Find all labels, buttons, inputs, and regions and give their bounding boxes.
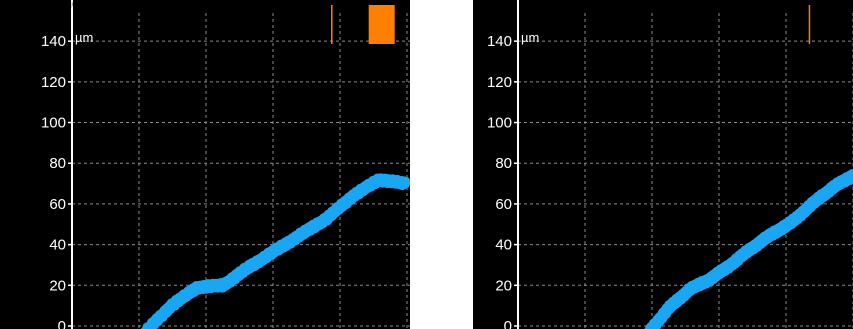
left-chart: 0 20 40 60 80 100 120 140 µm bbox=[41, 0, 410, 329]
y-tick-label: 60 bbox=[49, 196, 66, 213]
y-tick-label: 40 bbox=[495, 237, 512, 254]
y-tick-label: 120 bbox=[41, 74, 66, 91]
caption-text: speckle length bbox=[2, 0, 92, 11]
y-tick-label: 40 bbox=[49, 237, 66, 254]
y-tick-label: 0 bbox=[58, 318, 66, 329]
y-tick-label: 20 bbox=[49, 277, 66, 294]
y-tick-label: 140 bbox=[41, 33, 66, 50]
left-chart-panel: 0 20 40 60 80 100 120 140 µm bbox=[0, 0, 410, 329]
y-tick-label: 80 bbox=[49, 155, 66, 172]
y-tick-label: 100 bbox=[487, 115, 512, 132]
y-axis-unit-label: µm bbox=[75, 30, 93, 45]
right-chart-panel: 0 20 40 60 80 100 120 140 µm bbox=[473, 0, 853, 329]
y-tick-label: 120 bbox=[487, 74, 512, 91]
y-tick-label: 140 bbox=[487, 33, 512, 50]
y-tick-label: 60 bbox=[495, 196, 512, 213]
y-tick-label: 80 bbox=[495, 155, 512, 172]
right-chart: 0 20 40 60 80 100 120 140 µm bbox=[487, 0, 853, 329]
marker-block bbox=[368, 5, 395, 44]
data-trace bbox=[644, 169, 853, 329]
data-trace bbox=[140, 173, 410, 329]
y-axis-unit-label: µm bbox=[521, 30, 539, 45]
y-tick-label: 20 bbox=[495, 277, 512, 294]
y-tick-label: 0 bbox=[504, 318, 512, 329]
y-tick-label: 100 bbox=[41, 115, 66, 132]
